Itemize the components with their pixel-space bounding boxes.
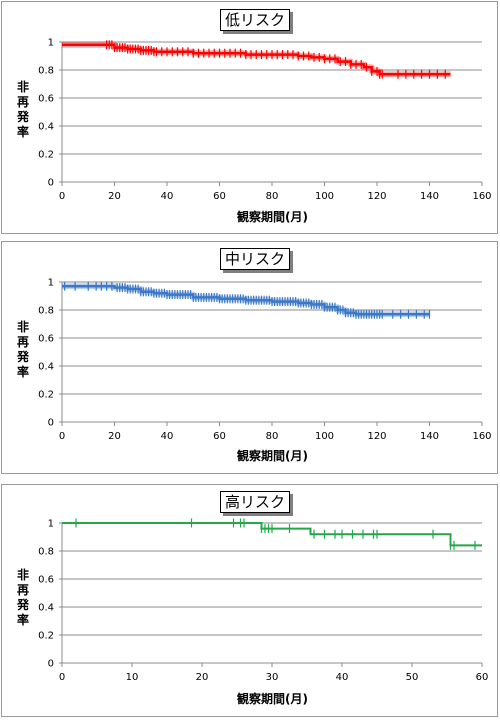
chart-svg-low-risk: 0 0.2 0.4 0.6 0.8 1 0 20 40 60 80 100 120 140 160 (38, 38, 491, 203)
x-axis-label-low-risk: 観察期間(月) (237, 210, 308, 224)
chart-panel-low-risk: 0 0.2 0.4 0.6 0.8 1 0 20 40 60 80 100 120 140 160 低リスク… (1, 1, 498, 234)
chart-title-mid-risk: 中リスク (220, 248, 291, 270)
x-axis-label-high-risk: 観察期間(月) (237, 692, 308, 706)
x-tick-label: 10 (126, 672, 139, 683)
y-tick-label: 0.4 (38, 362, 54, 373)
x-tick-label: 60 (213, 191, 226, 202)
x-tick-label: 60 (213, 431, 226, 442)
y-tick-label: 1 (48, 519, 54, 530)
y-tick-label: 0.2 (38, 150, 54, 161)
y-axis-label-high-risk: 非再発率 (16, 568, 29, 627)
x-tick-label: 140 (420, 191, 439, 202)
y-tick-label: 1 (48, 278, 54, 289)
x-tick-label: 40 (161, 431, 174, 442)
y-axis-label-low-risk: 非再発率 (16, 80, 29, 139)
series-line (62, 43, 451, 76)
y-tick-label: 0.8 (38, 306, 54, 317)
x-tick-label: 160 (472, 431, 491, 442)
x-tick-label: 40 (336, 672, 349, 683)
x-tick-label: 80 (266, 431, 279, 442)
y-tick-label: 0.4 (38, 603, 54, 614)
y-tick-label: 1 (48, 38, 54, 49)
chart-svg-mid-risk: 0 0.2 0.4 0.6 0.8 1 0 20 40 60 80 100 120 140 160 (38, 278, 491, 443)
x-tick-label: 0 (59, 672, 65, 683)
x-tick-label: 120 (367, 431, 386, 442)
y-tick-label: 0 (48, 659, 54, 670)
chart-title-low-risk: 低リスク (220, 9, 291, 31)
y-tick-label: 0.2 (38, 631, 54, 642)
x-axis-label-mid-risk: 観察期間(月) (237, 449, 308, 463)
x-tick-label: 20 (196, 672, 209, 683)
y-tick-label: 0.8 (38, 66, 54, 77)
chart-svg-high-risk: 00.20.40.60.810 10 20 30 40 50 60 (38, 518, 489, 683)
x-tick-label: 60 (476, 672, 489, 683)
x-tick-label: 30 (266, 672, 279, 683)
y-tick-label: 0.4 (38, 122, 54, 133)
chart-panel-mid-risk: 0 0.2 0.4 0.6 0.8 1 0 20 40 60 80 100 120 140 160 中リスク… (1, 241, 498, 474)
y-tick-label: 0 (48, 178, 54, 189)
x-tick-label: 0 (59, 191, 65, 202)
x-tick-label: 0 (59, 431, 65, 442)
x-tick-label: 80 (266, 191, 279, 202)
x-tick-label: 120 (367, 191, 386, 202)
y-tick-label: 0.6 (38, 575, 54, 586)
x-tick-label: 100 (315, 431, 334, 442)
x-tick-label: 100 (315, 191, 334, 202)
x-tick-label: 40 (161, 191, 174, 202)
y-tick-label: 0 (48, 418, 54, 429)
y-tick-label: 0.2 (38, 390, 54, 401)
x-tick-label: 50 (406, 672, 419, 683)
y-tick-label: 0.6 (38, 334, 54, 345)
x-tick-label: 20 (108, 191, 121, 202)
chart-title-high-risk: 高リスク (220, 491, 291, 513)
x-tick-label: 160 (472, 191, 491, 202)
y-axis-label-mid-risk: 非再発率 (16, 320, 29, 379)
y-tick-label: 0.6 (38, 94, 54, 105)
chart-panel-high-risk: 0 0.2 0.4 0.6 0.8 1 0 10 20 30 40 50 60 高リスク 非再発率 観察… (1, 484, 498, 717)
x-tick-label: 20 (108, 431, 121, 442)
y-tick-label: 0.8 (38, 547, 54, 558)
x-tick-label: 140 (420, 431, 439, 442)
